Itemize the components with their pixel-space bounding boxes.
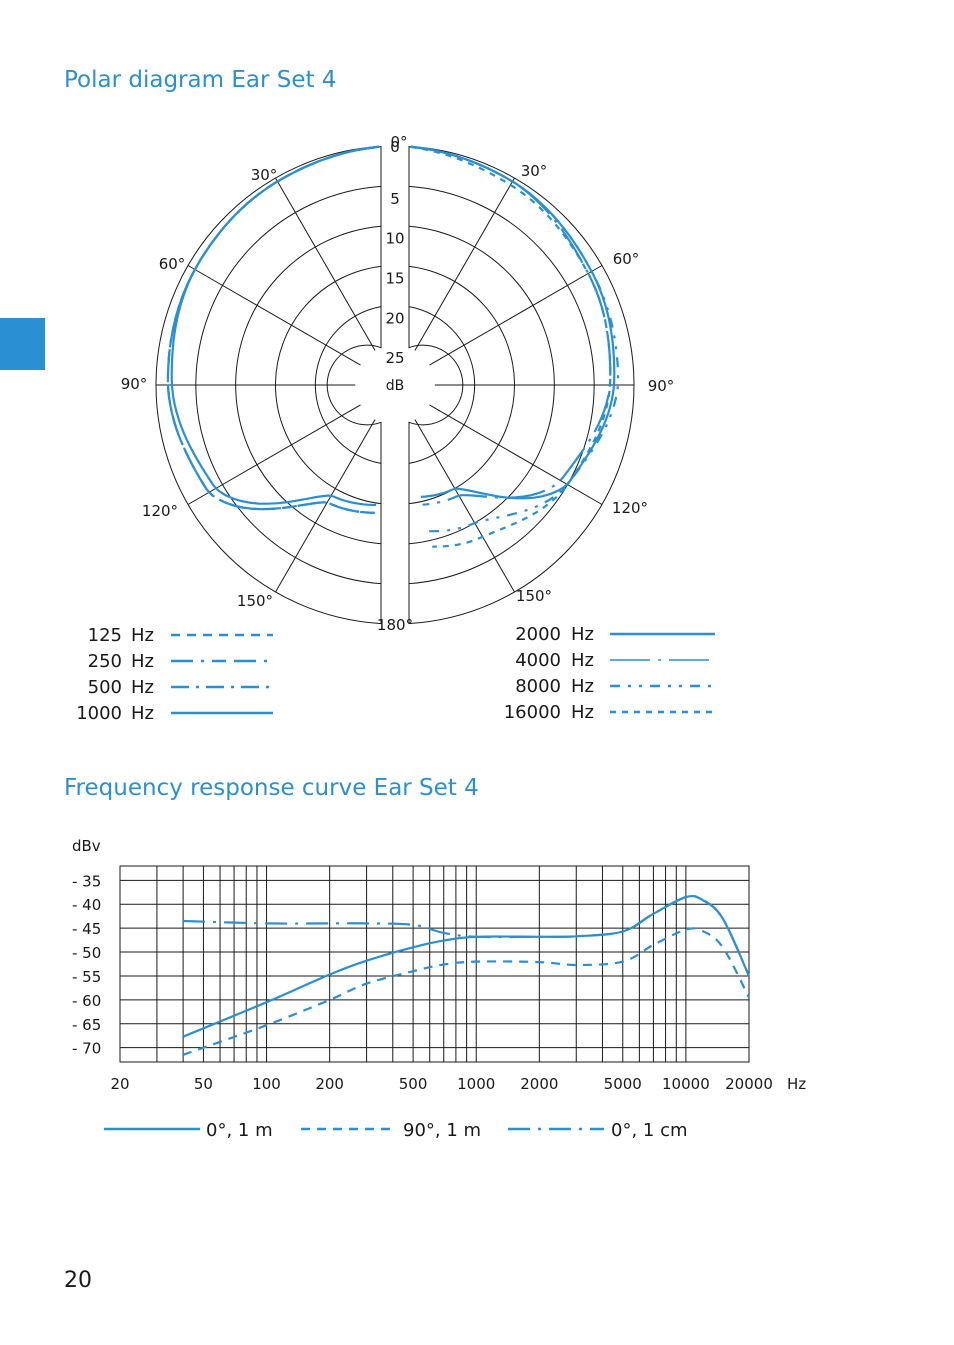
polar-grid-spoke xyxy=(429,404,603,505)
polar-grid-spoke xyxy=(275,419,376,593)
freq-x-tick-label: 2000 xyxy=(520,1075,558,1093)
polar-db-tick-label: 20 xyxy=(385,309,404,327)
legend-unit: Hz xyxy=(131,625,154,646)
polar-grid-spoke xyxy=(429,265,603,366)
freq-y-tick-label: - 35 xyxy=(72,872,101,890)
polar-angle-label: 30° xyxy=(251,166,278,184)
freq-plot-frame xyxy=(119,865,750,1063)
page-number: 20 xyxy=(64,1268,92,1293)
polar-angle-label: 90° xyxy=(648,377,675,395)
legend-unit: Hz xyxy=(131,677,154,698)
freq-y-tick-label: - 60 xyxy=(72,992,101,1010)
polar-curve-8000hz xyxy=(409,145,620,533)
freq-x-tick-label: 50 xyxy=(194,1075,213,1093)
legend-frequency: 2000 xyxy=(515,624,561,645)
freq-x-tick-label: 200 xyxy=(315,1075,344,1093)
legend-frequency: 500 xyxy=(88,677,122,698)
section-tab-marker xyxy=(0,318,45,370)
legend-frequency: 1000 xyxy=(76,703,122,724)
polar-angle-label: 60° xyxy=(613,250,640,268)
freq-legend-label: 90°, 1 m xyxy=(403,1120,481,1141)
polar-angle-label: 90° xyxy=(121,375,148,393)
freq-x-tick-label: 10000 xyxy=(662,1075,710,1093)
polar-grid-spoke xyxy=(414,419,515,593)
legend-unit: Hz xyxy=(131,703,154,724)
polar-grid-spoke xyxy=(187,265,361,366)
legend-unit: Hz xyxy=(571,676,594,697)
freq-x-tick-label: 5000 xyxy=(604,1075,642,1093)
polar-curve-4000hz xyxy=(409,145,612,506)
polar-diagram-title: Polar diagram Ear Set 4 xyxy=(64,67,337,93)
polar-angle-label: 150° xyxy=(516,587,552,605)
legend-unit: Hz xyxy=(571,702,594,723)
freq-legend-label: 0°, 1 m xyxy=(206,1120,273,1141)
polar-db-tick-label: 15 xyxy=(385,270,404,288)
polar-grid-spoke xyxy=(275,177,376,351)
freq-y-tick-label: - 45 xyxy=(72,920,101,938)
legend-frequency: 8000 xyxy=(515,676,561,697)
polar-curve-1000hz xyxy=(170,145,381,507)
legend-frequency: 4000 xyxy=(515,650,561,671)
polar-curve-2000hz xyxy=(409,145,616,500)
polar-angle-label: 120° xyxy=(142,502,178,520)
freq-x-tick-label: 100 xyxy=(252,1075,281,1093)
legend-unit: Hz xyxy=(131,651,154,672)
polar-db-tick-label: 25 xyxy=(385,349,404,367)
freq-x-tick-label: 20 xyxy=(110,1075,129,1093)
freq-y-tick-label: - 55 xyxy=(72,968,101,986)
polar-curve-16000hz xyxy=(409,145,612,548)
polar-diagram: 0 5 10 15 20 25 dB 0° 30° 30° 60° 60° 90° 90° 120° 120°… xyxy=(76,133,715,724)
polar-grid-spoke xyxy=(414,177,515,351)
freq-y-tick-label: - 70 xyxy=(72,1040,101,1058)
polar-angle-label: 120° xyxy=(612,499,648,517)
freq-legend-label: 0°, 1 cm xyxy=(611,1120,688,1141)
polar-db-tick-label: 5 xyxy=(390,190,400,208)
polar-angle-label: 180° xyxy=(377,616,413,634)
polar-db-tick-label: 0 xyxy=(390,138,400,156)
freq-y-tick-label: - 40 xyxy=(72,896,101,914)
freq-x-tick-label: 20000 xyxy=(725,1075,773,1093)
freq-y-tick-label: - 65 xyxy=(72,1016,101,1034)
freq-curve-1 xyxy=(182,927,750,1056)
frequency-response-title: Frequency response curve Ear Set 4 xyxy=(64,775,479,801)
legend-unit: Hz xyxy=(571,650,594,671)
polar-angle-label: 30° xyxy=(521,162,548,180)
polar-angle-label: 0° xyxy=(390,133,407,151)
legend-unit: Hz xyxy=(571,624,594,645)
polar-db-tick-label: 10 xyxy=(385,230,404,248)
polar-angle-label: 150° xyxy=(237,592,273,610)
polar-db-unit-label: dB xyxy=(386,378,405,394)
legend-frequency: 250 xyxy=(88,651,122,672)
legend-frequency: 125 xyxy=(88,625,122,646)
freq-x-tick-label: 1000 xyxy=(457,1075,495,1093)
legend-frequency: 16000 xyxy=(504,702,561,723)
freq-y-unit-label: dBv xyxy=(72,837,101,855)
freq-y-tick-label: - 50 xyxy=(72,944,101,962)
freq-x-tick-label: 500 xyxy=(399,1075,428,1093)
polar-angle-label: 60° xyxy=(159,255,186,273)
freq-curve-0 xyxy=(182,894,751,1038)
frequency-response-chart: - 35 - 40 - 45 - 50 - 55 - 60 - 65 - 70 dBv 20 50 1… xyxy=(72,837,806,1141)
freq-x-unit-label: Hz xyxy=(787,1075,806,1093)
